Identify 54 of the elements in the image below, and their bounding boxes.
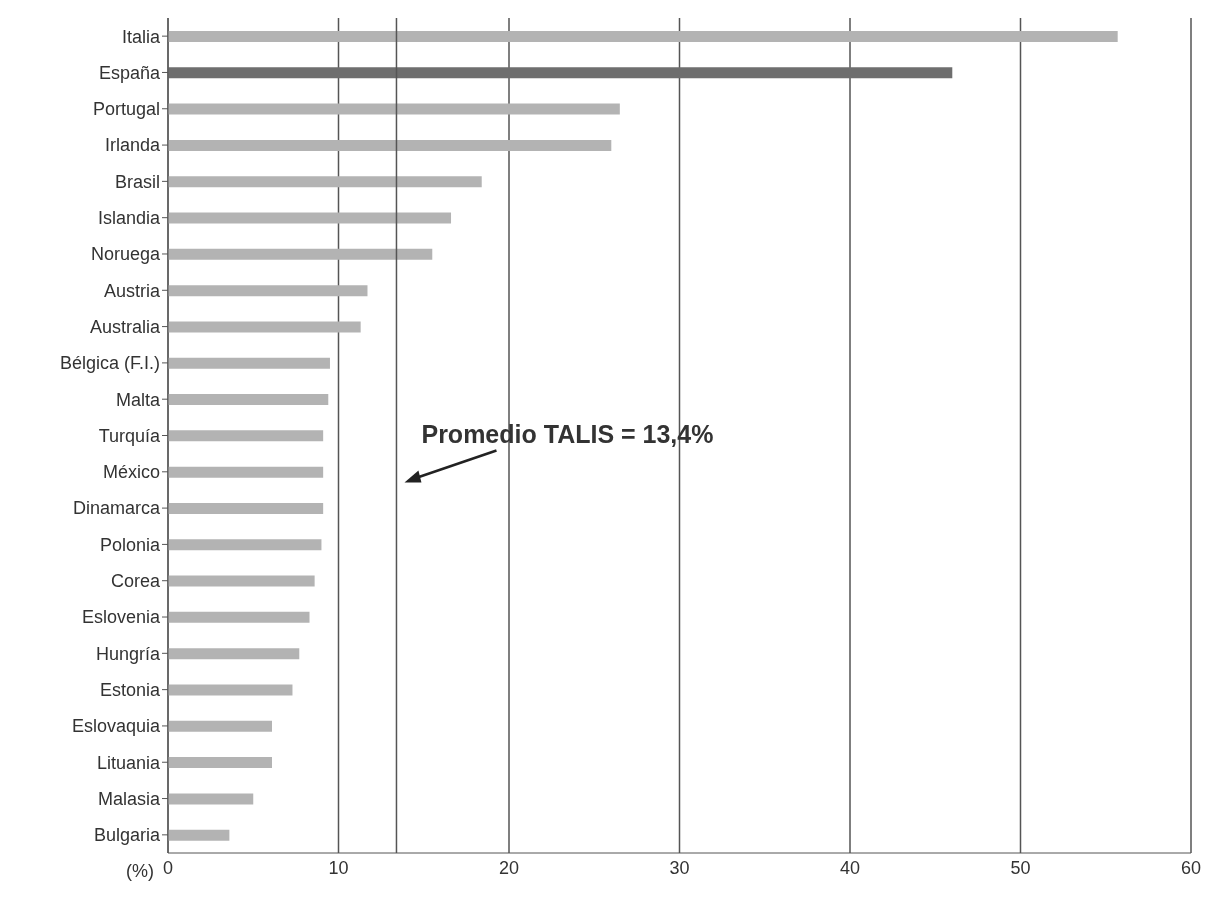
y-tick-label: Polonia <box>99 534 161 555</box>
bar <box>168 248 433 260</box>
bar <box>168 829 230 841</box>
x-tick-label: 30 <box>669 857 690 878</box>
bar <box>168 466 324 478</box>
bar <box>168 67 953 79</box>
bar <box>168 139 612 151</box>
bar <box>168 31 1118 42</box>
bar <box>168 611 310 623</box>
y-tick-label: Malasia <box>97 788 161 809</box>
y-tick-label: Bulgaria <box>93 825 161 846</box>
y-tick-label: Eslovaquia <box>71 716 161 737</box>
y-tick-label: Hungría <box>95 643 161 664</box>
y-tick-label: Austria <box>103 280 161 301</box>
bar <box>168 321 361 333</box>
bar <box>168 285 368 297</box>
bar <box>168 648 300 660</box>
x-tick-label: 50 <box>1010 857 1031 878</box>
y-tick-label: Estonia <box>99 680 161 701</box>
bar <box>168 757 273 769</box>
y-tick-label: Bélgica (F.I.) <box>59 353 160 374</box>
y-tick-label: Irlanda <box>104 135 161 156</box>
x-tick-label: 10 <box>328 857 349 878</box>
bar <box>168 394 329 406</box>
bar <box>168 720 273 732</box>
y-tick-label: Turquía <box>98 425 161 446</box>
y-tick-label: España <box>98 62 161 83</box>
x-tick-label: 0 <box>162 857 174 878</box>
bar <box>168 539 322 551</box>
x-axis-title: (%) <box>126 861 154 881</box>
x-tick-label: 20 <box>498 857 520 878</box>
bar <box>168 357 330 369</box>
bar <box>168 430 324 442</box>
bar <box>168 212 452 224</box>
y-tick-label: Eslovenia <box>81 607 161 628</box>
bar <box>168 575 315 587</box>
bar <box>168 502 324 514</box>
bar <box>168 103 620 115</box>
y-tick-label: Italia <box>121 26 161 47</box>
y-tick-label: Islandia <box>97 208 161 229</box>
y-tick-label: Lituania <box>96 752 161 773</box>
bar <box>168 176 482 188</box>
y-tick-label: Portugal <box>92 99 160 120</box>
bar <box>168 684 293 696</box>
y-tick-label: Brasil <box>114 171 160 192</box>
y-tick-label: Corea <box>110 571 161 592</box>
x-tick-label: 60 <box>1180 857 1202 878</box>
x-tick-label: 40 <box>839 857 861 878</box>
y-tick-label: Noruega <box>90 244 161 265</box>
y-tick-label: Australia <box>89 316 161 337</box>
y-tick-label: México <box>102 462 160 483</box>
y-tick-label: Malta <box>115 389 161 410</box>
y-tick-label: Dinamarca <box>72 498 161 519</box>
bar <box>168 793 254 805</box>
